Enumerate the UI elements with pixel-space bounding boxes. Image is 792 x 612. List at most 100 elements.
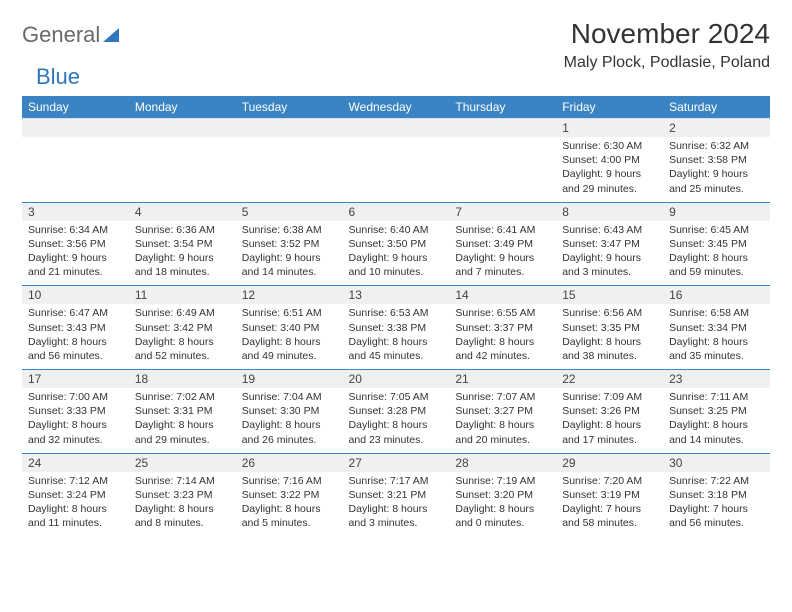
- day-detail: Sunrise: 7:22 AMSunset: 3:18 PMDaylight:…: [663, 472, 770, 537]
- detail-line: Sunset: 3:38 PM: [349, 321, 444, 335]
- day-detail: Sunrise: 6:41 AMSunset: 3:49 PMDaylight:…: [449, 221, 556, 286]
- day-number: 6: [343, 202, 450, 221]
- detail-line: Sunset: 3:18 PM: [669, 488, 764, 502]
- detail-line: Daylight: 8 hours: [669, 251, 764, 265]
- day-number: 4: [129, 202, 236, 221]
- detail-line: Sunset: 3:25 PM: [669, 404, 764, 418]
- day-detail: Sunrise: 6:53 AMSunset: 3:38 PMDaylight:…: [343, 304, 450, 369]
- detail-line: Sunset: 3:19 PM: [562, 488, 657, 502]
- detail-line: Daylight: 8 hours: [455, 502, 550, 516]
- day-detail: Sunrise: 7:20 AMSunset: 3:19 PMDaylight:…: [556, 472, 663, 537]
- day-detail: [129, 137, 236, 202]
- detail-line: and 17 minutes.: [562, 433, 657, 447]
- detail-line: and 10 minutes.: [349, 265, 444, 279]
- day-detail: Sunrise: 7:09 AMSunset: 3:26 PMDaylight:…: [556, 388, 663, 453]
- detail-line: Daylight: 8 hours: [455, 418, 550, 432]
- detail-line: Daylight: 8 hours: [28, 502, 123, 516]
- day-number: 22: [556, 370, 663, 389]
- daynum-row: 17181920212223: [22, 370, 770, 389]
- dow-saturday: Saturday: [663, 96, 770, 119]
- day-detail: Sunrise: 7:14 AMSunset: 3:23 PMDaylight:…: [129, 472, 236, 537]
- detail-line: Daylight: 8 hours: [28, 418, 123, 432]
- detail-line: Sunrise: 6:34 AM: [28, 223, 123, 237]
- day-detail: Sunrise: 6:45 AMSunset: 3:45 PMDaylight:…: [663, 221, 770, 286]
- day-detail: Sunrise: 6:56 AMSunset: 3:35 PMDaylight:…: [556, 304, 663, 369]
- day-detail: Sunrise: 6:40 AMSunset: 3:50 PMDaylight:…: [343, 221, 450, 286]
- detail-line: Daylight: 7 hours: [562, 502, 657, 516]
- detail-line: Daylight: 8 hours: [562, 418, 657, 432]
- detail-line: Sunset: 3:22 PM: [242, 488, 337, 502]
- detail-line: Sunrise: 7:12 AM: [28, 474, 123, 488]
- day-number: 16: [663, 286, 770, 305]
- day-detail: Sunrise: 7:02 AMSunset: 3:31 PMDaylight:…: [129, 388, 236, 453]
- day-detail: Sunrise: 6:32 AMSunset: 3:58 PMDaylight:…: [663, 137, 770, 202]
- detail-line: Sunrise: 6:30 AM: [562, 139, 657, 153]
- day-number: [236, 119, 343, 138]
- header: General Blue November 2024 Maly Plock, P…: [22, 18, 770, 88]
- detail-row: Sunrise: 6:34 AMSunset: 3:56 PMDaylight:…: [22, 221, 770, 286]
- detail-line: Daylight: 8 hours: [28, 335, 123, 349]
- detail-line: Sunrise: 7:16 AM: [242, 474, 337, 488]
- day-detail: [236, 137, 343, 202]
- detail-line: Daylight: 8 hours: [669, 335, 764, 349]
- detail-line: Sunset: 3:37 PM: [455, 321, 550, 335]
- detail-line: and 52 minutes.: [135, 349, 230, 363]
- daynum-row: 24252627282930: [22, 453, 770, 472]
- detail-line: Sunset: 3:52 PM: [242, 237, 337, 251]
- day-detail: Sunrise: 7:16 AMSunset: 3:22 PMDaylight:…: [236, 472, 343, 537]
- detail-line: Sunrise: 6:55 AM: [455, 306, 550, 320]
- day-number: 8: [556, 202, 663, 221]
- day-number: 23: [663, 370, 770, 389]
- day-number: 28: [449, 453, 556, 472]
- detail-line: Sunset: 3:33 PM: [28, 404, 123, 418]
- title-block: November 2024 Maly Plock, Podlasie, Pola…: [564, 18, 770, 72]
- day-number: 19: [236, 370, 343, 389]
- detail-line: Sunset: 3:47 PM: [562, 237, 657, 251]
- dow-tuesday: Tuesday: [236, 96, 343, 119]
- detail-line: and 56 minutes.: [669, 516, 764, 530]
- detail-line: Sunset: 4:00 PM: [562, 153, 657, 167]
- daynum-row: 3456789: [22, 202, 770, 221]
- detail-line: Sunrise: 7:07 AM: [455, 390, 550, 404]
- detail-line: Sunrise: 6:45 AM: [669, 223, 764, 237]
- detail-line: and 7 minutes.: [455, 265, 550, 279]
- day-detail: Sunrise: 6:47 AMSunset: 3:43 PMDaylight:…: [22, 304, 129, 369]
- dow-thursday: Thursday: [449, 96, 556, 119]
- detail-line: Sunset: 3:34 PM: [669, 321, 764, 335]
- detail-line: Sunrise: 7:00 AM: [28, 390, 123, 404]
- detail-line: and 25 minutes.: [669, 182, 764, 196]
- day-detail: Sunrise: 7:00 AMSunset: 3:33 PMDaylight:…: [22, 388, 129, 453]
- detail-line: and 35 minutes.: [669, 349, 764, 363]
- detail-line: Sunrise: 6:32 AM: [669, 139, 764, 153]
- day-number: [129, 119, 236, 138]
- daynum-row: 10111213141516: [22, 286, 770, 305]
- detail-row: Sunrise: 7:12 AMSunset: 3:24 PMDaylight:…: [22, 472, 770, 537]
- detail-line: and 11 minutes.: [28, 516, 123, 530]
- detail-line: and 14 minutes.: [242, 265, 337, 279]
- day-detail: Sunrise: 6:30 AMSunset: 4:00 PMDaylight:…: [556, 137, 663, 202]
- day-detail: Sunrise: 6:58 AMSunset: 3:34 PMDaylight:…: [663, 304, 770, 369]
- detail-line: Sunset: 3:35 PM: [562, 321, 657, 335]
- detail-line: Sunrise: 6:49 AM: [135, 306, 230, 320]
- detail-line: Sunset: 3:45 PM: [669, 237, 764, 251]
- detail-line: Sunset: 3:58 PM: [669, 153, 764, 167]
- day-detail: Sunrise: 7:04 AMSunset: 3:30 PMDaylight:…: [236, 388, 343, 453]
- day-number: 25: [129, 453, 236, 472]
- day-number: 9: [663, 202, 770, 221]
- detail-line: and 58 minutes.: [562, 516, 657, 530]
- daynum-row: 12: [22, 119, 770, 138]
- dow-friday: Friday: [556, 96, 663, 119]
- day-number: 26: [236, 453, 343, 472]
- detail-line: and 56 minutes.: [28, 349, 123, 363]
- detail-line: Sunrise: 7:17 AM: [349, 474, 444, 488]
- day-number: 13: [343, 286, 450, 305]
- detail-line: and 8 minutes.: [135, 516, 230, 530]
- detail-line: Sunrise: 7:09 AM: [562, 390, 657, 404]
- detail-line: Daylight: 8 hours: [562, 335, 657, 349]
- detail-line: and 20 minutes.: [455, 433, 550, 447]
- detail-line: Daylight: 9 hours: [135, 251, 230, 265]
- dow-wednesday: Wednesday: [343, 96, 450, 119]
- day-number: 3: [22, 202, 129, 221]
- detail-line: Sunset: 3:40 PM: [242, 321, 337, 335]
- detail-line: Sunset: 3:21 PM: [349, 488, 444, 502]
